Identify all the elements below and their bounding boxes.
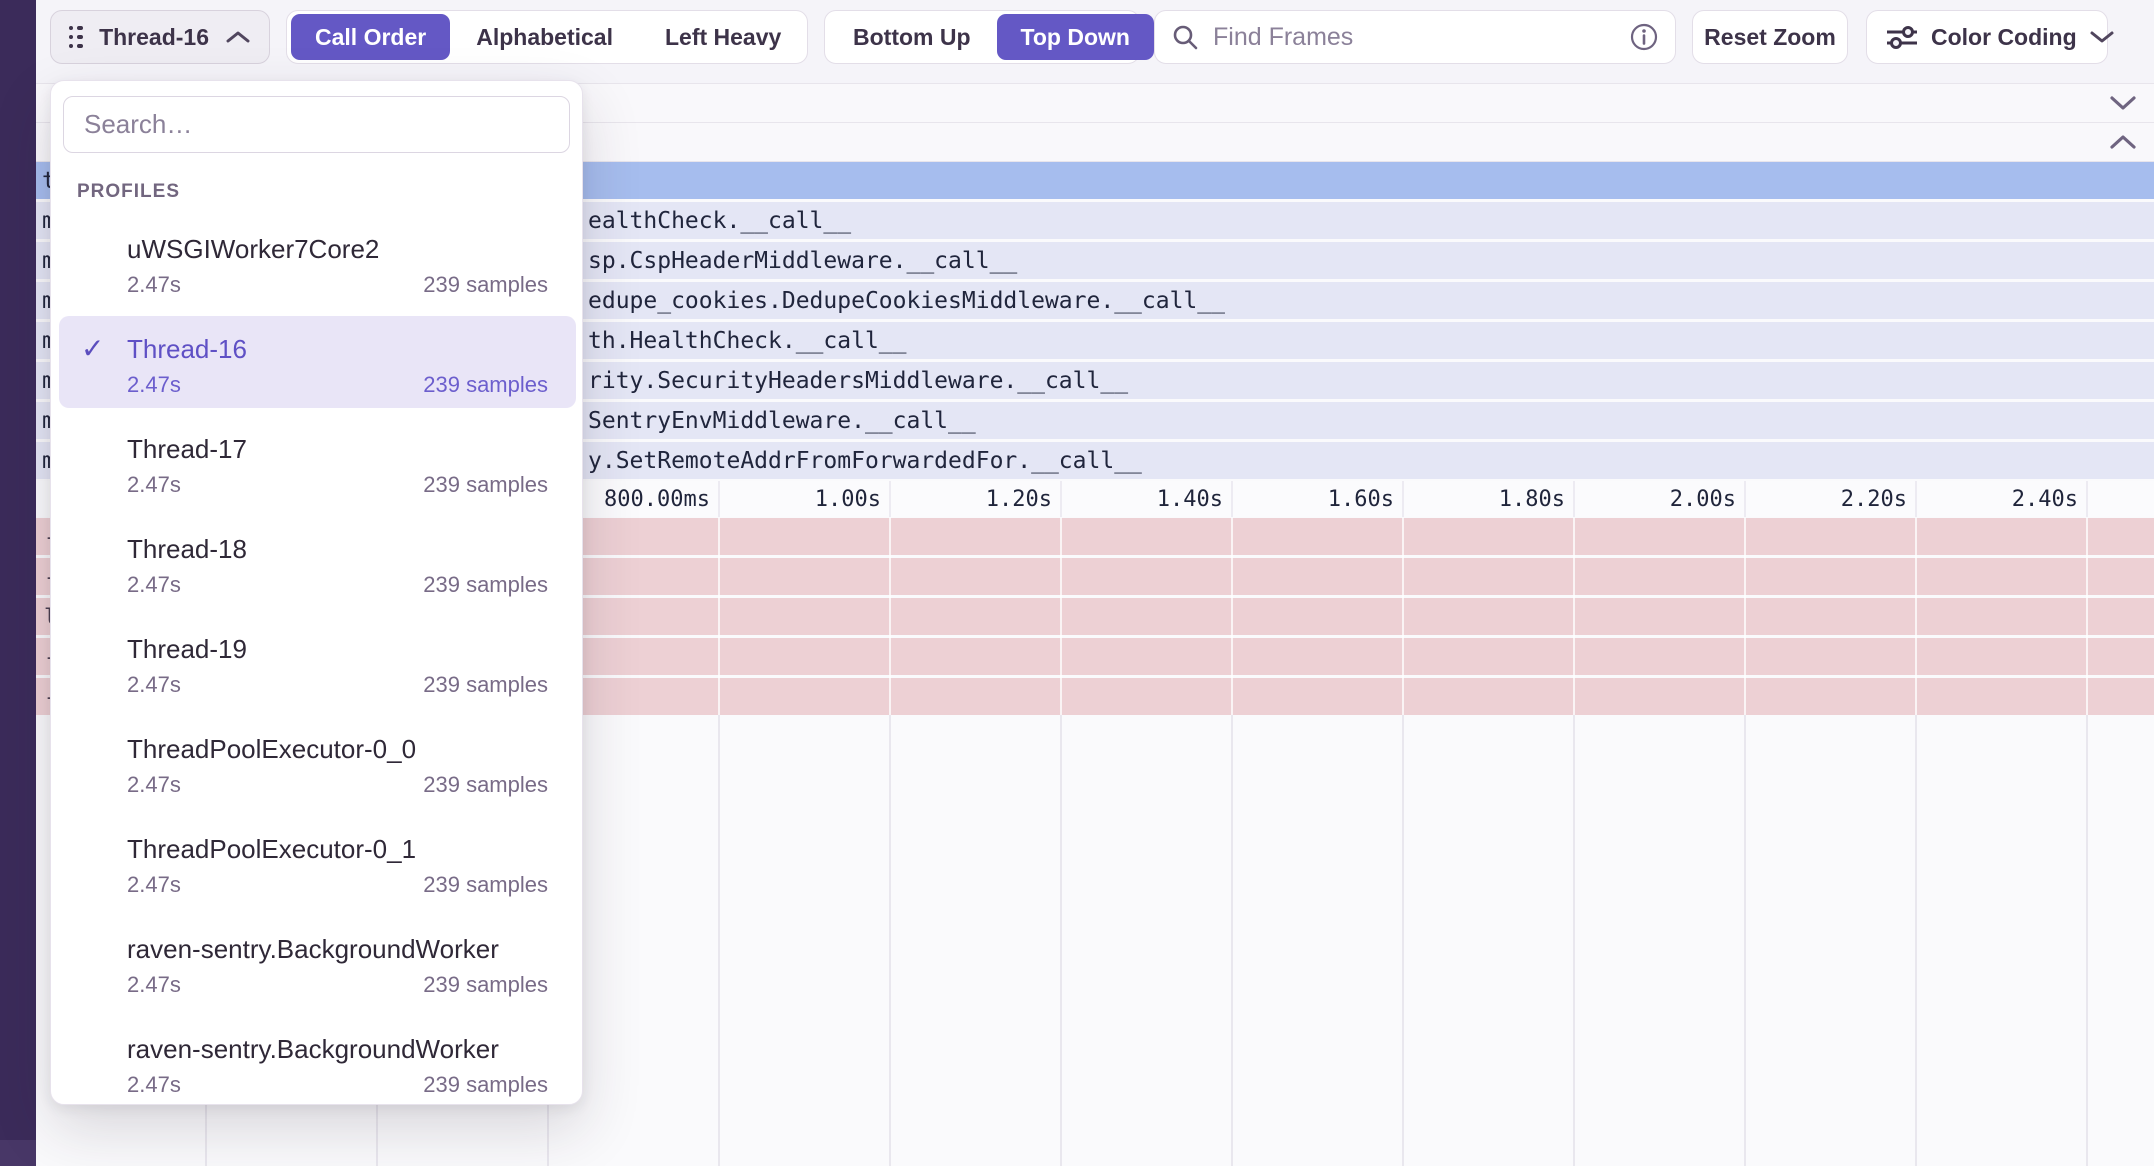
expand-panel-chevron-down-icon[interactable]: [2108, 94, 2138, 112]
axis-tick: 1.00s: [814, 487, 881, 512]
profile-duration: 2.47s: [127, 272, 181, 297]
profile-duration: 2.47s: [127, 872, 181, 897]
thread-selector-label: Thread-16: [99, 23, 209, 50]
profile-name: raven-sentry.BackgroundWorker: [127, 934, 499, 964]
profile-name: raven-sentry.BackgroundWorker: [127, 1034, 499, 1064]
collapse-panel-chevron-up-icon[interactable]: [2108, 133, 2138, 151]
profile-samples: 239 samples: [423, 872, 548, 897]
profile-name: Thread-19: [127, 634, 247, 664]
profile-samples: 239 samples: [423, 272, 548, 297]
frame-label: th.HealthCheck.__call__: [588, 328, 907, 354]
profile-name: Thread-17: [127, 434, 247, 464]
profile-option[interactable]: ThreadPoolExecutor-0_0 2.47s 239 samples: [59, 716, 576, 808]
profile-samples: 239 samples: [423, 1072, 548, 1097]
axis-tick: 1.40s: [1156, 487, 1223, 512]
flamegraph-toolbar: Thread-16 Call Order Alphabetical Left H…: [36, 0, 2154, 83]
profile-option[interactable]: raven-sentry.BackgroundWorker 2.47s 239 …: [59, 916, 576, 1008]
profile-option[interactable]: uWSGIWorker7Core2 2.47s 239 samples: [59, 216, 576, 308]
info-icon[interactable]: [1629, 22, 1659, 52]
tab-call-order[interactable]: Call Order: [291, 14, 451, 60]
tab-top-down[interactable]: Top Down: [996, 14, 1154, 60]
profile-samples: 239 samples: [423, 772, 548, 797]
checkmark-icon: ✓: [81, 333, 105, 364]
color-coding-button[interactable]: Color Coding: [1866, 10, 2114, 64]
chevron-up-icon: [225, 29, 251, 45]
sort-order-segmented-control: Call Order Alphabetical Left Heavy: [286, 10, 808, 64]
axis-tick: 1.80s: [1498, 487, 1565, 512]
frame-label: edupe_cookies.DedupeCookiesMiddleware.__…: [588, 288, 1225, 314]
profile-duration: 2.47s: [127, 672, 181, 697]
axis-tick: 2.00s: [1669, 487, 1736, 512]
tab-alphabetical[interactable]: Alphabetical: [476, 23, 613, 50]
search-icon: [1171, 23, 1199, 51]
axis-tick: 2.40s: [2011, 487, 2078, 512]
divider: [36, 161, 2154, 162]
axis-tick: 1.60s: [1327, 487, 1394, 512]
profile-name: ThreadPoolExecutor-0_0: [127, 734, 417, 764]
frame-label: y.SetRemoteAddrFromForwardedFor.__call__: [588, 448, 1142, 474]
divider: [36, 122, 2154, 123]
frame-label: sp.CspHeaderMiddleware.__call__: [588, 248, 1018, 274]
profile-samples: 239 samples: [423, 572, 548, 597]
tab-left-heavy[interactable]: Left Heavy: [664, 23, 782, 50]
find-frames-input[interactable]: [1211, 21, 1617, 53]
profile-duration: 2.47s: [127, 972, 181, 997]
profiles-dropdown: PROFILES uWSGIWorker7Core2 2.47s 239 sam…: [50, 80, 583, 1105]
profile-option-selected[interactable]: ✓ Thread-16 2.47s 239 samples: [59, 316, 576, 408]
sliders-icon: [1885, 23, 1919, 51]
profile-samples: 239 samples: [423, 972, 548, 997]
profile-name: Thread-16: [127, 334, 247, 364]
profile-duration: 2.47s: [127, 572, 181, 597]
profile-option[interactable]: ThreadPoolExecutor-0_1 2.47s 239 samples: [59, 816, 576, 908]
profile-samples: 239 samples: [423, 372, 548, 397]
profile-option[interactable]: Thread-18 2.47s 239 samples: [59, 516, 576, 608]
direction-segmented-control: Bottom Up Top Down: [824, 10, 1154, 64]
profile-duration: 2.47s: [127, 772, 181, 797]
app-sidebar-strip-footer: [0, 1140, 36, 1166]
reset-zoom-button[interactable]: Reset Zoom: [1692, 10, 1848, 64]
find-frames-search[interactable]: [1154, 10, 1676, 64]
frame-label: rity.SecurityHeadersMiddleware.__call__: [588, 368, 1129, 394]
profile-option[interactable]: Thread-19 2.47s 239 samples: [59, 616, 576, 708]
profile-duration: 2.47s: [127, 1072, 181, 1097]
profile-duration: 2.47s: [127, 472, 181, 497]
app-sidebar-strip: [0, 0, 36, 1166]
axis-tick: 1.20s: [985, 487, 1052, 512]
profile-duration: 2.47s: [127, 372, 181, 397]
thread-selector-button[interactable]: Thread-16: [50, 10, 270, 64]
profile-samples: 239 samples: [423, 672, 548, 697]
profile-option[interactable]: raven-sentry.BackgroundWorker 2.47s 239 …: [59, 1016, 576, 1108]
profile-name: ThreadPoolExecutor-0_1: [127, 834, 417, 864]
profiles-search-input[interactable]: [63, 96, 570, 153]
axis-tick: 2.20s: [1840, 487, 1907, 512]
frame-label: SentryEnvMiddleware.__call__: [588, 408, 976, 434]
profiles-list: uWSGIWorker7Core2 2.47s 239 samples ✓ Th…: [59, 216, 576, 1116]
tab-bottom-up[interactable]: Bottom Up: [853, 23, 971, 50]
divider: [36, 83, 2154, 84]
thread-list-icon: [69, 26, 84, 48]
frame-label: ealthCheck.__call__: [588, 208, 852, 234]
profile-samples: 239 samples: [423, 472, 548, 497]
profiles-section-label: PROFILES: [77, 181, 181, 202]
chevron-down-icon: [2089, 29, 2115, 45]
axis-tick: 800.00ms: [604, 487, 710, 512]
profile-name: uWSGIWorker7Core2: [127, 234, 380, 264]
profile-name: Thread-18: [127, 534, 247, 564]
profile-option[interactable]: Thread-17 2.47s 239 samples: [59, 416, 576, 508]
